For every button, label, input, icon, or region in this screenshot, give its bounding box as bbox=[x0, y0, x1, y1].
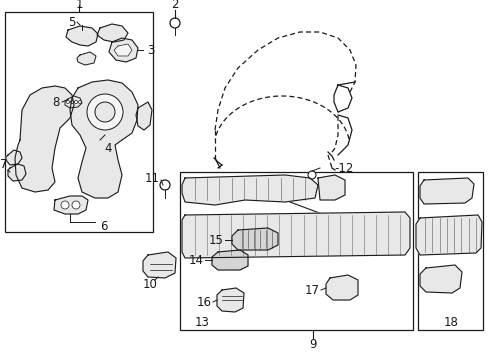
Polygon shape bbox=[217, 288, 244, 312]
Circle shape bbox=[61, 201, 69, 209]
Polygon shape bbox=[65, 96, 82, 108]
Circle shape bbox=[79, 100, 81, 104]
Polygon shape bbox=[415, 215, 481, 255]
Text: 10: 10 bbox=[142, 278, 157, 291]
Text: 16: 16 bbox=[197, 296, 212, 309]
Polygon shape bbox=[142, 252, 176, 278]
Polygon shape bbox=[317, 175, 345, 200]
Text: 9: 9 bbox=[308, 338, 316, 351]
Circle shape bbox=[307, 171, 315, 179]
Text: 6: 6 bbox=[100, 220, 107, 233]
Polygon shape bbox=[70, 80, 138, 198]
Polygon shape bbox=[333, 85, 351, 112]
Bar bbox=[417, 172, 482, 330]
Polygon shape bbox=[97, 24, 128, 42]
Text: 13: 13 bbox=[195, 316, 209, 329]
Bar bbox=[180, 172, 412, 330]
Polygon shape bbox=[182, 175, 317, 205]
Text: 11: 11 bbox=[145, 171, 160, 184]
Text: 5: 5 bbox=[68, 15, 76, 28]
Circle shape bbox=[66, 100, 69, 104]
Polygon shape bbox=[325, 275, 357, 300]
Polygon shape bbox=[136, 102, 152, 130]
Text: 17: 17 bbox=[305, 284, 319, 297]
Polygon shape bbox=[77, 52, 96, 65]
Polygon shape bbox=[114, 44, 132, 56]
Polygon shape bbox=[419, 265, 461, 293]
Text: 14: 14 bbox=[189, 253, 203, 266]
Text: 18: 18 bbox=[443, 316, 458, 329]
Polygon shape bbox=[212, 250, 247, 270]
Polygon shape bbox=[66, 26, 98, 46]
Text: 8: 8 bbox=[52, 95, 60, 108]
Text: 3: 3 bbox=[147, 44, 154, 57]
Text: 4: 4 bbox=[104, 141, 112, 154]
Circle shape bbox=[160, 180, 170, 190]
Polygon shape bbox=[231, 228, 278, 250]
Circle shape bbox=[74, 100, 77, 104]
Polygon shape bbox=[8, 164, 26, 181]
Polygon shape bbox=[54, 196, 88, 214]
Bar bbox=[5, 12, 153, 232]
Circle shape bbox=[70, 100, 73, 104]
Text: 7: 7 bbox=[0, 158, 8, 171]
Polygon shape bbox=[419, 178, 473, 204]
Polygon shape bbox=[182, 212, 409, 258]
Polygon shape bbox=[15, 86, 74, 192]
Text: 1: 1 bbox=[75, 0, 82, 10]
Circle shape bbox=[72, 201, 80, 209]
Circle shape bbox=[87, 94, 123, 130]
Text: 2: 2 bbox=[171, 0, 179, 12]
Circle shape bbox=[170, 18, 180, 28]
Polygon shape bbox=[6, 150, 22, 165]
Text: -12: -12 bbox=[333, 162, 353, 175]
Text: 15: 15 bbox=[209, 234, 224, 247]
Circle shape bbox=[95, 102, 115, 122]
Polygon shape bbox=[109, 38, 138, 62]
